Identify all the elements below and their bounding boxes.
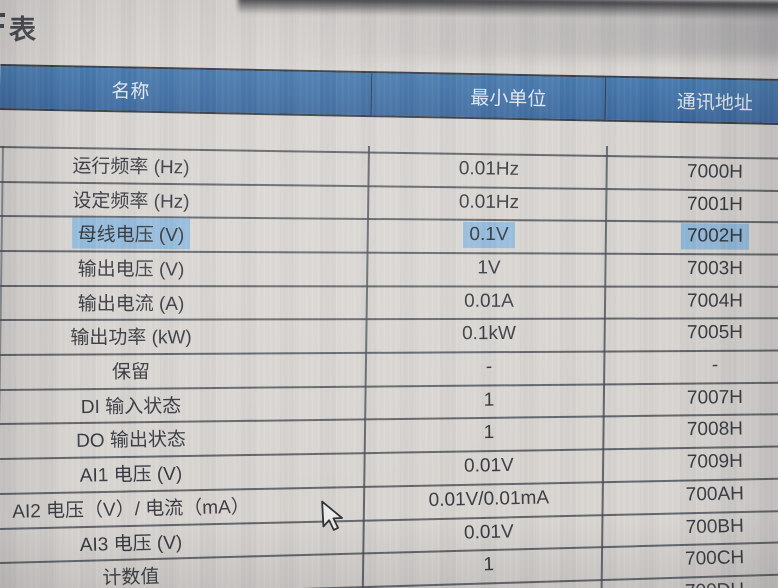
cell-name[interactable]: 运行频率 (Hz) bbox=[0, 150, 372, 182]
top-shadow-soft bbox=[290, 16, 778, 58]
cell-text[interactable]: - bbox=[711, 354, 719, 377]
cell-unit[interactable]: 0.1V bbox=[372, 224, 606, 247]
cell-text[interactable]: 1 bbox=[483, 554, 495, 576]
top-shadow bbox=[237, 0, 778, 21]
table-row: 输出电压 (V) 1V 7003H bbox=[0, 250, 778, 287]
header-label-unit: 最小单位 bbox=[470, 87, 547, 110]
cell-text[interactable]: 7001H bbox=[686, 193, 744, 216]
cell-unit[interactable]: 1 bbox=[372, 552, 607, 581]
cell-text[interactable]: 700BH bbox=[685, 515, 745, 538]
header-label-name: 名称 bbox=[111, 80, 150, 103]
cell-unit[interactable]: 1V bbox=[372, 257, 606, 280]
cell-text[interactable]: 输出电流 (A) bbox=[77, 293, 185, 315]
cell-text[interactable]: 700AH bbox=[685, 483, 745, 506]
cell-text[interactable]: AI2 电压（V）/ 电流（mA） bbox=[12, 496, 250, 523]
table-row: 输出电流 (A) 0.01A 7004H bbox=[0, 284, 778, 319]
cell-unit[interactable]: 0.01V bbox=[372, 454, 606, 480]
cell-addr[interactable]: 7005H bbox=[606, 322, 778, 345]
cell-text[interactable]: 7004H bbox=[686, 290, 744, 312]
cell-text[interactable]: 7000H bbox=[686, 161, 744, 183]
header-cell-name: 名称 bbox=[0, 66, 373, 116]
cell-unit[interactable]: 1 bbox=[372, 388, 606, 413]
cell-text[interactable]: 1V bbox=[477, 257, 501, 279]
cell-unit[interactable]: 0.01V bbox=[372, 519, 606, 547]
cell-text[interactable]: 700CH bbox=[684, 547, 745, 571]
cell-text[interactable]: 保留 bbox=[111, 361, 151, 384]
cell-addr[interactable]: 7008H bbox=[606, 418, 778, 443]
cell-name[interactable]: 输出电压 (V) bbox=[0, 254, 372, 282]
page-title: 表 bbox=[9, 15, 37, 45]
cell-text[interactable]: 计数值 bbox=[102, 566, 160, 588]
mouse-cursor-icon bbox=[321, 500, 343, 531]
table-header: 名称 最小单位 通讯地址 bbox=[0, 64, 778, 126]
cell-addr[interactable]: 7003H bbox=[606, 258, 778, 281]
cell-unit[interactable]: 0.01Hz bbox=[372, 157, 606, 182]
cell-addr[interactable]: 700BH bbox=[606, 514, 778, 541]
cell-unit[interactable]: 0.01Hz bbox=[372, 190, 606, 214]
cell-addr[interactable]: 7001H bbox=[606, 193, 778, 217]
cell-text[interactable]: 7008H bbox=[686, 419, 744, 441]
cell-addr[interactable]: 700AH bbox=[606, 482, 778, 508]
cell-text[interactable]: 0.1V bbox=[465, 224, 513, 247]
cell-unit[interactable]: 0.1kW bbox=[372, 323, 606, 346]
cell-text[interactable]: 输出功率 (kW) bbox=[70, 327, 192, 349]
cell-text[interactable]: 输出电压 (V) bbox=[77, 258, 185, 281]
cell-addr[interactable]: 7007H bbox=[606, 386, 778, 410]
cell-unit[interactable]: 0.01A bbox=[372, 291, 606, 313]
cell-text[interactable]: 1 bbox=[483, 422, 495, 444]
cell-text[interactable]: 0.01Hz bbox=[458, 191, 520, 213]
cell-text[interactable]: - bbox=[485, 356, 493, 378]
cell-name[interactable]: 设定频率 (Hz) bbox=[0, 184, 372, 215]
cell-name[interactable]: AI1 电压 (V) bbox=[0, 455, 372, 489]
cell-name[interactable]: 输出功率 (kW) bbox=[0, 322, 372, 350]
cell-text[interactable]: AI3 电压 (V) bbox=[79, 531, 183, 556]
cell-text[interactable]: 0.01A bbox=[464, 290, 514, 312]
cell-text[interactable]: 7007H bbox=[686, 386, 744, 409]
cell-addr[interactable]: 7009H bbox=[606, 450, 778, 475]
cell-addr[interactable]: - bbox=[606, 354, 778, 377]
cell-name[interactable]: DI 输入状态 bbox=[0, 389, 372, 420]
cell-addr[interactable]: 7004H bbox=[606, 291, 778, 313]
cell-text[interactable]: 7002H bbox=[682, 225, 748, 249]
header-label-addr: 通讯地址 bbox=[676, 91, 754, 114]
cell-addr[interactable]: 700DH bbox=[605, 578, 778, 588]
cell-unit[interactable]: - bbox=[372, 356, 606, 380]
cell-text[interactable]: 0.01V/0.01mA bbox=[428, 487, 550, 512]
cell-addr[interactable]: 7002H bbox=[606, 225, 778, 249]
cell-text[interactable]: 0.1kW bbox=[462, 323, 516, 345]
cell-text[interactable]: 0.01V bbox=[463, 455, 514, 478]
table-row-selected: 母线电压 (V) 0.1V 7002H bbox=[0, 215, 778, 255]
header-cell-addr: 通讯地址 bbox=[605, 78, 778, 124]
cell-text[interactable]: 700DH bbox=[681, 580, 749, 588]
cell-text[interactable]: DO 输出状态 bbox=[75, 429, 187, 453]
cell-unit[interactable]: 0.01V/0.01mA bbox=[372, 486, 606, 513]
cell-text[interactable]: 设定频率 (Hz) bbox=[72, 190, 190, 213]
cell-text[interactable]: 0.01Hz bbox=[458, 158, 520, 181]
cell-text[interactable]: 运行频率 (Hz) bbox=[72, 155, 190, 179]
cell-text[interactable]: 7009H bbox=[686, 451, 744, 474]
cell-name[interactable]: 输出电流 (A) bbox=[0, 288, 372, 315]
cell-text[interactable]: 7005H bbox=[686, 322, 744, 344]
title-partial-glyph bbox=[0, 13, 5, 17]
cell-name[interactable]: 保留 bbox=[0, 355, 372, 385]
cell-text[interactable]: 7003H bbox=[686, 258, 744, 280]
cell-text[interactable]: 母线电压 (V) bbox=[73, 219, 189, 248]
cell-name[interactable]: AI2 电压（V）/ 电流（mA） bbox=[0, 489, 372, 524]
cell-name[interactable]: 母线电压 (V) bbox=[0, 219, 372, 248]
cell-text[interactable]: AI1 电压 (V) bbox=[79, 463, 183, 487]
cell-unit[interactable]: 1 bbox=[372, 421, 606, 446]
cell-text[interactable]: 1 bbox=[483, 389, 495, 411]
title-partial-glyph bbox=[0, 24, 4, 28]
cell-addr[interactable]: 7000H bbox=[606, 160, 778, 185]
cell-name[interactable]: DO 输出状态 bbox=[0, 422, 372, 454]
header-cell-unit: 最小单位 bbox=[371, 73, 607, 120]
cell-text[interactable]: 0.01V bbox=[463, 521, 514, 544]
cell-addr[interactable]: 700CH bbox=[605, 546, 778, 573]
cell-name[interactable]: 计数值 bbox=[0, 556, 372, 588]
cell-text[interactable]: DI 输入状态 bbox=[80, 395, 182, 418]
